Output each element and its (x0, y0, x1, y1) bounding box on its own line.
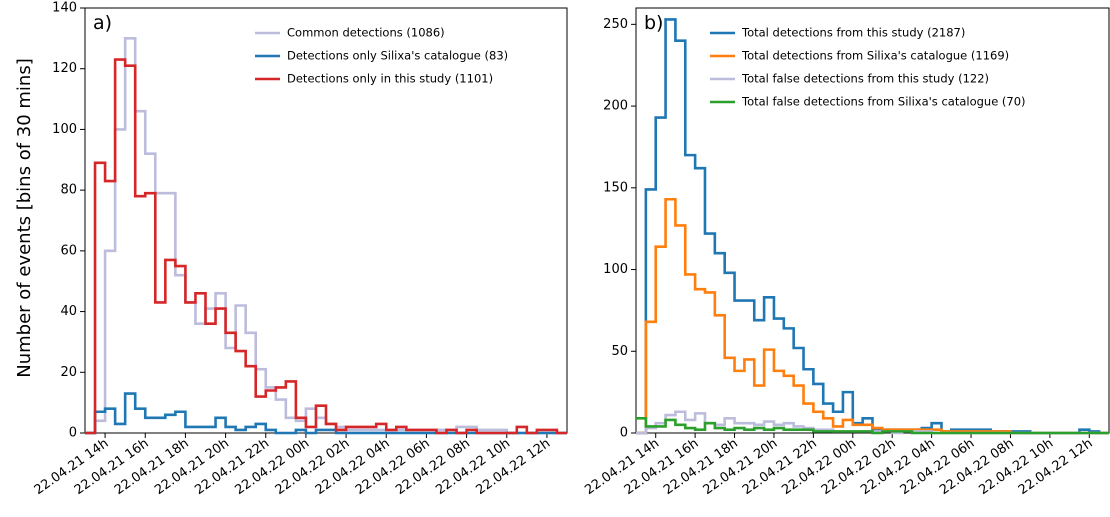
y-tick-label: 0 (620, 426, 628, 441)
series-line (85, 37, 567, 435)
y-tick-label: 120 (52, 61, 77, 76)
series-line (85, 58, 567, 435)
series-line (85, 392, 567, 435)
legend-entry: Total detections from this study (2187) (741, 26, 965, 40)
legend-entry: Total detections from Silixa's catalogue… (741, 49, 1009, 63)
panel-label: b) (644, 12, 663, 34)
y-tick-label: 150 (603, 180, 628, 195)
legend-entry: Total false detections from Silixa's cat… (741, 95, 1026, 109)
y-tick-label: 100 (603, 262, 628, 277)
legend-entry: Detections only in this study (1101) (287, 72, 493, 86)
legend-entry: Detections only Silixa's catalogue (83) (287, 49, 508, 63)
y-axis-label: Number of events [bins of 30 mins] (14, 58, 35, 377)
series-line (636, 416, 1109, 435)
series-line (636, 18, 1109, 435)
y-tick-label: 200 (603, 99, 628, 114)
panel-label: a) (93, 12, 112, 34)
y-tick-label: 100 (52, 122, 77, 137)
y-tick-label: 250 (603, 17, 628, 32)
legend-entry: Total false detections from this study (… (741, 72, 989, 86)
y-tick-label: 40 (60, 304, 77, 319)
y-tick-label: 20 (60, 365, 77, 380)
legend-entry: Common detections (1086) (287, 26, 445, 40)
y-tick-label: 60 (60, 243, 77, 258)
y-tick-label: 80 (60, 183, 77, 198)
y-tick-label: 140 (52, 1, 77, 16)
y-tick-label: 0 (69, 426, 77, 441)
axes-frame (84, 7, 568, 434)
y-tick-label: 50 (611, 344, 628, 359)
series-line (636, 197, 1109, 435)
